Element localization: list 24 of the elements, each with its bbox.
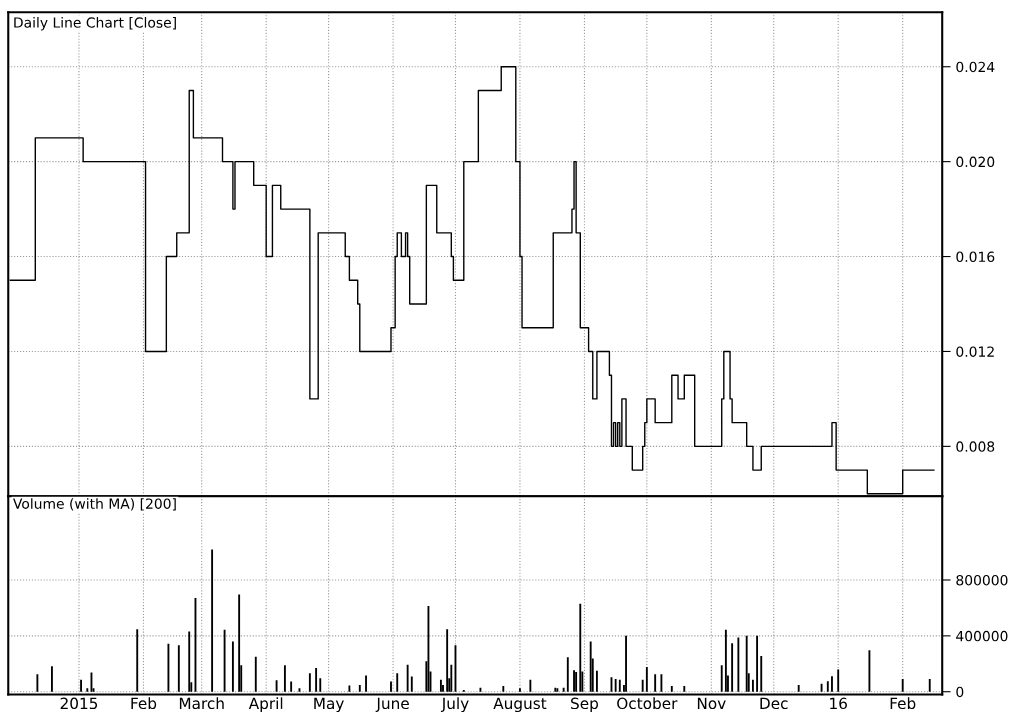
x-tick-label: June [375, 697, 409, 712]
x-tick-label: October [617, 697, 678, 710]
x-tick-label: Feb [131, 697, 157, 710]
y-tick-label: 0.024 [956, 61, 995, 73]
x-tick-label: August [493, 697, 547, 713]
y-tick-label: 400000 [956, 630, 1008, 642]
y-tick-label: 0.020 [956, 156, 995, 168]
x-tick-label: 2015 [60, 697, 98, 710]
x-tick-label: Dec [760, 697, 788, 710]
y-tick-label: 0.012 [956, 346, 994, 357]
x-tick-label: Feb [890, 697, 916, 710]
chart-title: Volume (with MA) [200] [13, 498, 176, 511]
x-tick-label: July [440, 697, 469, 713]
y-tick-label: 800000 [956, 574, 1008, 586]
x-tick-label: April [248, 697, 283, 713]
x-tick-label: May [314, 697, 344, 713]
chart-title: Daily Line Chart [Close] [14, 17, 176, 31]
x-tick-label: Nov [697, 697, 726, 710]
y-tick-label: 0.016 [956, 251, 995, 263]
x-tick-label: 16 [830, 697, 847, 710]
y-tick-label: 0 [956, 686, 964, 698]
y-tick-label: 0.008 [956, 441, 995, 452]
x-tick-label: March [179, 697, 224, 710]
x-tick-label: Sep [571, 697, 598, 713]
